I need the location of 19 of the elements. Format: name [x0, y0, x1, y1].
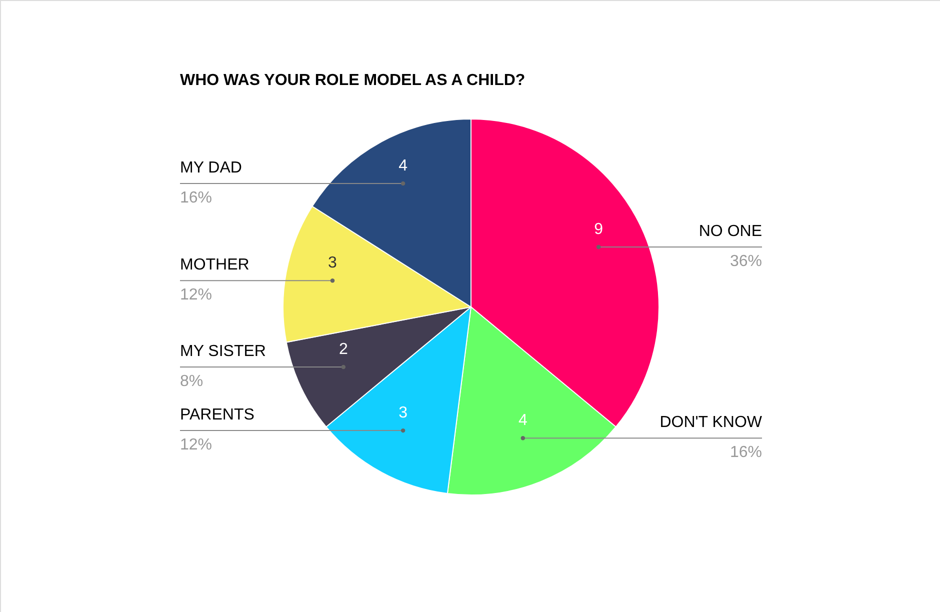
- data-label: 4: [398, 157, 408, 174]
- slice-label: PARENTS: [180, 406, 254, 424]
- data-label: 3: [328, 254, 338, 272]
- data-label: 4: [518, 412, 528, 430]
- slice-label: DON'T KNOW: [660, 414, 763, 432]
- slice-label: MOTHER: [180, 256, 250, 274]
- data-label: 2: [338, 341, 348, 358]
- text: 16%: [180, 189, 212, 206]
- slice-label: MY DAD: [180, 159, 242, 176]
- text: 36%: [730, 252, 762, 270]
- data-label: 3: [398, 404, 408, 422]
- data-label: 9: [594, 220, 604, 238]
- text: 12%: [180, 286, 212, 304]
- text: 12%: [180, 436, 212, 454]
- slice-label: NO ONE: [698, 222, 762, 240]
- text: 16%: [730, 444, 762, 462]
- text: 8%: [180, 373, 204, 390]
- chart-title: WHO WAS YOUR ROLE MODEL AS A CHILD?: [180, 72, 526, 89]
- slice-label: MY SISTER: [180, 343, 266, 360]
